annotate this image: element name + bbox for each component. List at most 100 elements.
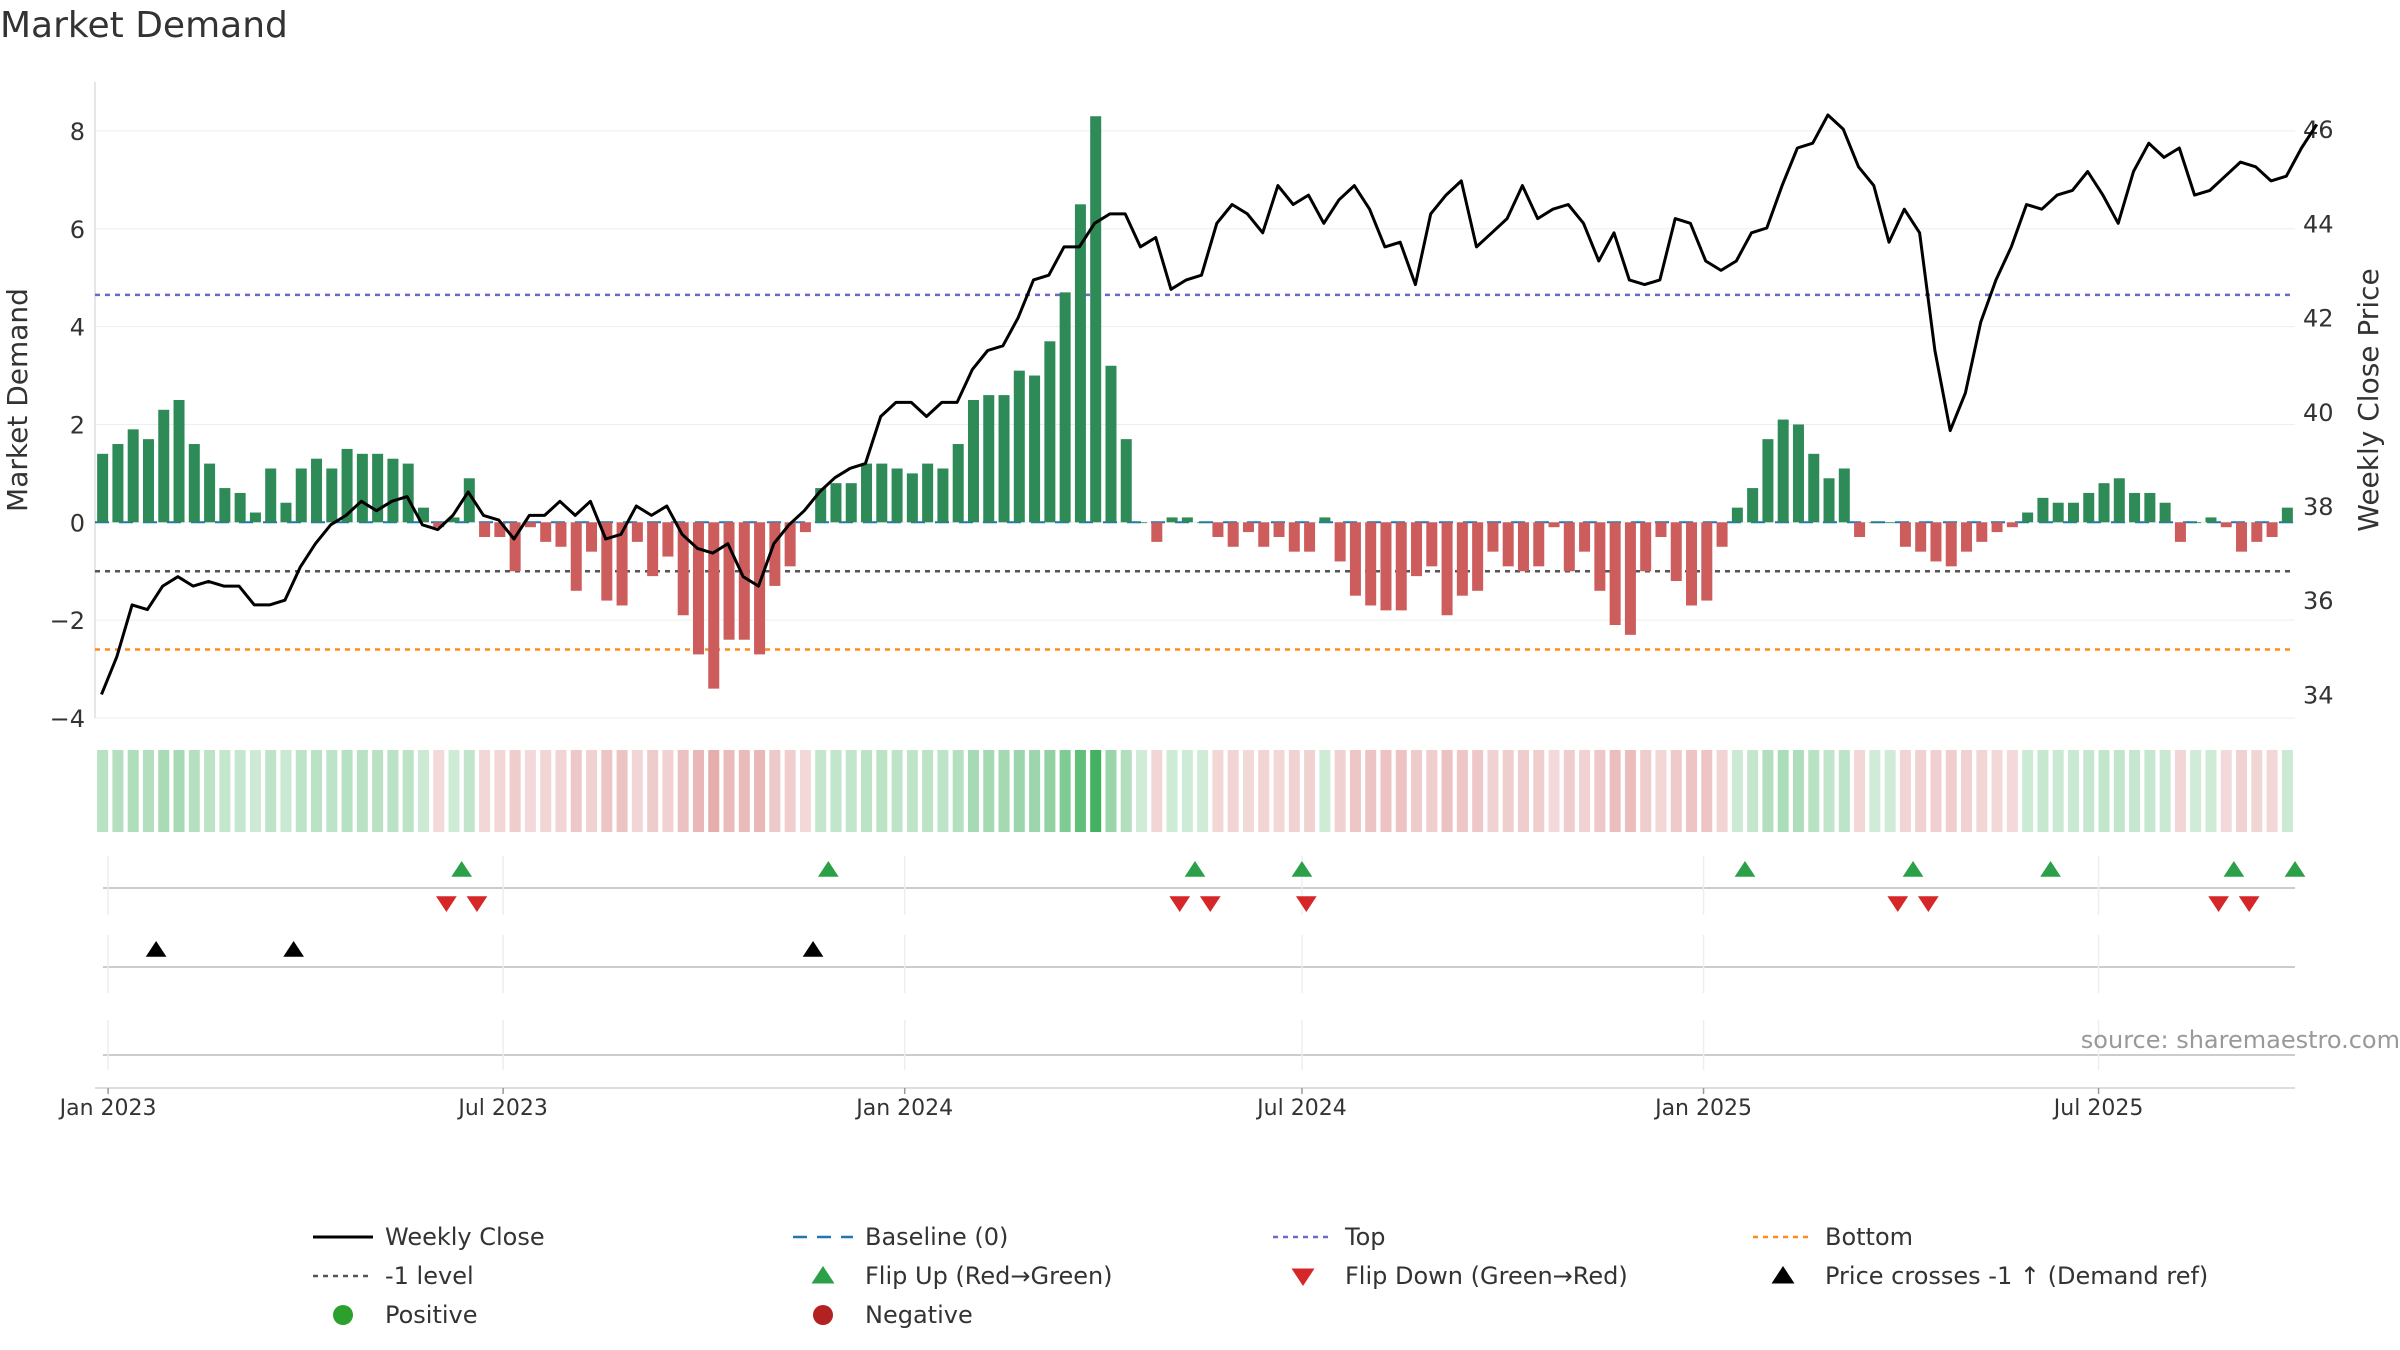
strip-cell <box>2022 750 2034 832</box>
demand-heat-strip <box>97 750 2293 832</box>
strip-cell <box>1258 750 1270 832</box>
demand-bar <box>2174 522 2186 542</box>
demand-bar <box>2052 502 2064 523</box>
demand-bar <box>2037 497 2049 523</box>
strip-cell <box>723 750 735 832</box>
demand-bar <box>1991 522 2003 533</box>
strip-cell <box>402 750 414 832</box>
x-tick-label: Jan 2024 <box>854 1096 953 1121</box>
strip-cell <box>555 750 567 832</box>
legend-label: Negative <box>865 1301 973 1329</box>
flip-down-marker <box>1169 896 1191 912</box>
strip-cell <box>891 750 903 832</box>
demand-bars <box>97 116 2293 689</box>
demand-bar <box>1380 522 1392 611</box>
x-tick-label: Jul 2023 <box>456 1096 548 1121</box>
strip-cell <box>662 750 674 832</box>
demand-bar <box>708 522 720 689</box>
demand-bar <box>1716 522 1728 547</box>
strip-cell <box>1716 750 1728 832</box>
demand-bar <box>983 395 995 523</box>
flip-down-marker <box>466 896 488 912</box>
demand-bar <box>1563 522 1575 572</box>
demand-bar <box>1197 522 1209 524</box>
flip-up-marker <box>1734 861 1756 877</box>
strip-cell <box>2159 750 2171 832</box>
legend-swatch <box>333 1305 353 1325</box>
demand-bar <box>2159 502 2171 523</box>
strip-cell <box>1640 750 1652 832</box>
flip-up-marker <box>451 861 473 877</box>
reference-lines <box>95 293 2295 651</box>
right-axis-title: Weekly Close Price <box>2352 268 2385 531</box>
demand-bar <box>662 522 674 557</box>
legend-item: Weekly Close <box>313 1223 545 1251</box>
strip-cell <box>142 750 154 832</box>
demand-bar <box>448 517 460 523</box>
demand-bar <box>280 502 292 523</box>
demand-bar <box>1365 522 1377 606</box>
strip-cell <box>326 750 338 832</box>
x-axis: Jan 2023 Jul 2023 Jan 2024 Jul 2024 Jan 2025… <box>58 1087 2295 1121</box>
demand-bar <box>1288 522 1300 552</box>
demand-bar <box>463 478 475 523</box>
strip-cell <box>463 750 475 832</box>
flip-markers-panel <box>103 856 2306 915</box>
flip-down-marker <box>436 896 457 912</box>
strip-cell <box>356 750 368 832</box>
strip-cell <box>2113 750 2125 832</box>
strip-cell <box>1655 750 1667 832</box>
demand-bar <box>1273 522 1285 537</box>
demand-bar <box>845 483 857 523</box>
demand-bar <box>1731 507 1743 523</box>
demand-bar <box>1319 517 1331 523</box>
demand-bar <box>1013 370 1025 523</box>
demand-bar <box>784 522 796 567</box>
flip-up-marker <box>1184 861 1206 877</box>
demand-bar <box>249 512 261 523</box>
strip-cell <box>1151 750 1163 832</box>
left-axis: 8 6 4 2 0 −2 −4 <box>50 82 96 733</box>
strip-cell <box>1945 750 1957 832</box>
demand-bar <box>876 463 888 523</box>
strip-cell <box>922 750 934 832</box>
strip-cell <box>173 750 185 832</box>
demand-bar <box>555 522 567 547</box>
strip-cell <box>540 750 552 832</box>
x-tick-label: Jan 2023 <box>58 1096 157 1121</box>
demand-bar <box>1074 204 1086 523</box>
strip-cell <box>1563 750 1575 832</box>
demand-bar <box>402 463 414 523</box>
legend-label: Flip Up (Red→Green) <box>865 1262 1113 1290</box>
demand-bar <box>616 522 628 606</box>
strip-cell <box>127 750 139 832</box>
strip-cell <box>2067 750 2079 832</box>
strip-cell <box>1411 750 1423 832</box>
strip-cell <box>937 750 949 832</box>
demand-bar <box>295 468 307 523</box>
demand-bar <box>1502 522 1514 567</box>
demand-bar <box>433 522 445 528</box>
x-tick-label: Jul 2025 <box>2052 1096 2144 1121</box>
strip-cell <box>601 750 613 832</box>
demand-bar <box>692 522 704 655</box>
strip-cell <box>1823 750 1835 832</box>
source-label: source: sharemaestro.com <box>2081 1026 2400 1054</box>
strip-cell <box>204 750 216 832</box>
strip-cell <box>2083 750 2095 832</box>
strip-cell <box>1976 750 1988 832</box>
demand-bar <box>1869 522 1881 524</box>
strip-cell <box>830 750 842 832</box>
demand-bar <box>1899 522 1911 547</box>
strip-cell <box>1624 750 1636 832</box>
strip-cell <box>295 750 307 832</box>
strip-cell <box>524 750 536 832</box>
demand-bar <box>311 458 323 523</box>
demand-bar <box>647 522 659 577</box>
demand-bar <box>2144 492 2156 523</box>
demand-bar <box>2129 492 2141 523</box>
legend-swatch <box>813 1305 833 1325</box>
strip-cell <box>1930 750 1942 832</box>
demand-bar <box>1777 419 1789 523</box>
legend-item: Negative <box>813 1301 973 1329</box>
